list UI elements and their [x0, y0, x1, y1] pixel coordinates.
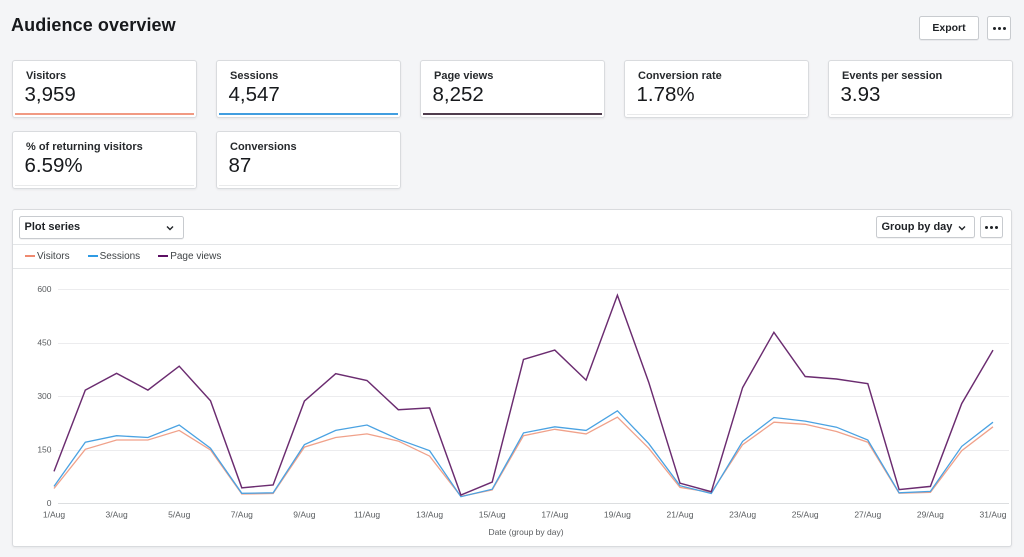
svg-text:23/Aug: 23/Aug [729, 510, 756, 520]
svg-text:31/Aug: 31/Aug [980, 510, 1007, 520]
svg-text:15/Aug: 15/Aug [479, 510, 506, 520]
svg-text:19/Aug: 19/Aug [604, 510, 631, 520]
svg-text:9/Aug: 9/Aug [293, 510, 315, 520]
svg-text:0: 0 [47, 498, 52, 508]
svg-text:300: 300 [37, 391, 51, 401]
svg-text:7/Aug: 7/Aug [231, 510, 253, 520]
svg-text:Date (group by day): Date (group by day) [488, 527, 563, 537]
svg-text:150: 150 [37, 445, 51, 455]
svg-text:450: 450 [37, 338, 51, 348]
svg-text:1/Aug: 1/Aug [43, 510, 65, 520]
svg-text:17/Aug: 17/Aug [541, 510, 568, 520]
svg-text:25/Aug: 25/Aug [792, 510, 819, 520]
svg-text:600: 600 [37, 284, 51, 294]
svg-text:27/Aug: 27/Aug [854, 510, 881, 520]
svg-text:21/Aug: 21/Aug [667, 510, 694, 520]
svg-text:29/Aug: 29/Aug [917, 510, 944, 520]
svg-text:5/Aug: 5/Aug [168, 510, 190, 520]
svg-text:3/Aug: 3/Aug [105, 510, 127, 520]
svg-text:11/Aug: 11/Aug [354, 510, 381, 520]
svg-text:13/Aug: 13/Aug [416, 510, 443, 520]
